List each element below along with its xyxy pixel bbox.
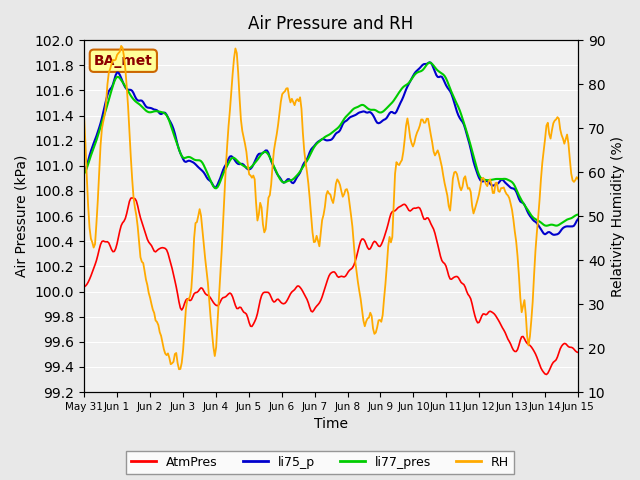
Text: BA_met: BA_met [94,54,153,68]
X-axis label: Time: Time [314,418,348,432]
Legend: AtmPres, li75_p, li77_pres, RH: AtmPres, li75_p, li77_pres, RH [126,451,514,474]
Y-axis label: Relativity Humidity (%): Relativity Humidity (%) [611,136,625,297]
Title: Air Pressure and RH: Air Pressure and RH [248,15,413,33]
Y-axis label: Air Pressure (kPa): Air Pressure (kPa) [15,155,29,277]
